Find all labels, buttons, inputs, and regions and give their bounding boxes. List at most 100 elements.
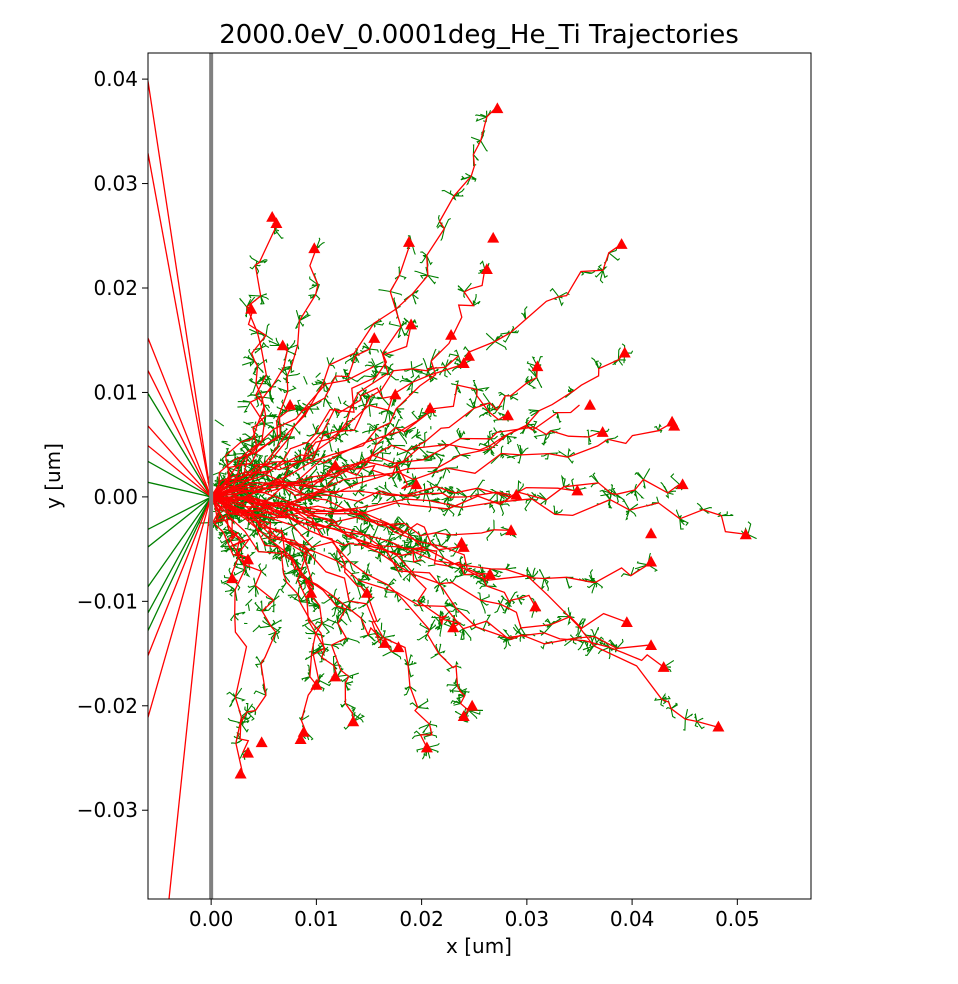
recoil-cascade xyxy=(360,342,379,355)
recoil-branch xyxy=(505,567,517,570)
recoil-branch xyxy=(232,450,236,460)
recoil-branch xyxy=(229,516,241,520)
recoil-branch xyxy=(352,479,358,485)
recoil-branch xyxy=(265,323,270,336)
recoil-branch xyxy=(602,270,608,279)
recoil-branch xyxy=(663,660,675,668)
recoil-branch xyxy=(517,479,522,493)
recoil-branch xyxy=(338,454,348,464)
recoil-branch xyxy=(331,643,344,647)
recoil-branch xyxy=(234,565,245,571)
recoil-branch xyxy=(459,430,466,439)
recoil-branch xyxy=(586,581,597,589)
recoil-branch xyxy=(326,357,330,366)
recoil-branch xyxy=(528,409,540,412)
recoil-branch xyxy=(255,264,261,267)
recoil-branch xyxy=(404,429,414,434)
recoil-cascade xyxy=(490,445,516,464)
recoil-branch xyxy=(345,702,357,709)
recoil-branch xyxy=(402,523,409,534)
recoil-branch xyxy=(364,322,375,331)
recoil-cascade xyxy=(634,468,651,489)
recoil-branch xyxy=(218,461,229,469)
recoil-branch xyxy=(667,492,674,495)
stopped-ion-marker xyxy=(531,360,544,372)
recoil-branch xyxy=(442,486,454,494)
stopped-ion-marker xyxy=(491,102,504,114)
x-tick-label: 0.01 xyxy=(294,907,339,931)
recoil-cascade xyxy=(364,361,386,374)
recoil-branch xyxy=(433,583,441,589)
recoil-cascade xyxy=(233,565,251,578)
recoil-branch xyxy=(393,533,404,541)
recoil-branch xyxy=(254,421,257,425)
stopped-ion-marker xyxy=(462,349,475,361)
recoil-branch xyxy=(629,509,637,517)
recoil-branch xyxy=(520,448,523,456)
recoil-branch xyxy=(490,568,499,577)
recoil-branch xyxy=(415,435,426,443)
recoil-branch xyxy=(243,401,251,413)
recoil-branch xyxy=(437,458,444,468)
recoil-branch xyxy=(323,430,327,437)
recoil-branch xyxy=(299,593,307,603)
recoil-cascade xyxy=(237,399,251,413)
recoil-branch xyxy=(333,501,343,512)
recoil-branch xyxy=(359,451,363,464)
recoil-branch xyxy=(647,564,658,572)
recoil-branch xyxy=(249,255,260,263)
primary-trajectory xyxy=(210,365,375,498)
recoil-branch xyxy=(270,604,276,608)
recoil-branch xyxy=(696,717,704,722)
recoil-branch xyxy=(281,365,292,371)
recoil-branch xyxy=(456,427,461,439)
recoil-branch xyxy=(426,480,437,488)
recoil-branch xyxy=(298,502,308,506)
recoil-branch xyxy=(246,703,253,713)
recoil-branch xyxy=(308,554,311,565)
recoil-branch xyxy=(561,474,565,487)
recoil-branch xyxy=(419,622,431,631)
recoil-branch xyxy=(696,721,705,730)
recoil-branch xyxy=(499,603,505,612)
primary-trajectory xyxy=(210,366,539,498)
recoil-branch xyxy=(428,500,432,513)
recoil-branch xyxy=(378,485,386,490)
recoil-branch xyxy=(607,493,612,507)
recoil-branch xyxy=(423,457,436,461)
recoil-branch xyxy=(525,419,535,428)
recoil-branch xyxy=(479,260,486,270)
y-tick-label: 0.03 xyxy=(93,172,138,196)
recoil-cascade xyxy=(506,443,529,464)
recoil-branch xyxy=(312,485,324,488)
recoil-branch xyxy=(217,532,224,540)
recoil-branch xyxy=(493,427,498,433)
recoil-branch xyxy=(396,592,402,603)
recoil-cascade xyxy=(498,391,506,411)
recoil-branch xyxy=(422,723,430,734)
recoil-branch xyxy=(524,498,533,512)
recoil-cascade xyxy=(280,578,287,594)
recoil-branch xyxy=(452,700,461,705)
recoil-branch xyxy=(357,500,362,504)
recoil-branch xyxy=(302,621,312,627)
recoil-branch xyxy=(256,455,262,467)
recoil-branch xyxy=(679,518,685,523)
recoil-branch xyxy=(390,427,397,440)
recoil-branch xyxy=(454,361,462,366)
recoil-cascade xyxy=(336,557,349,569)
recoil-branch xyxy=(297,344,300,350)
recoil-branch xyxy=(449,190,455,197)
recoil-branch xyxy=(363,396,371,400)
recoil-cascade xyxy=(450,694,462,706)
recoil-branch xyxy=(558,296,564,307)
stopped-ion-marker xyxy=(645,555,658,567)
recoil-branch xyxy=(308,457,313,462)
recoil-branch xyxy=(267,512,280,516)
recoil-branch xyxy=(296,460,303,470)
recoil-branch xyxy=(257,365,264,374)
recoil-branch xyxy=(494,341,507,351)
recoil-branch xyxy=(224,545,232,553)
primary-trajectory xyxy=(211,421,675,502)
sputtered-recoil-trajectory xyxy=(148,393,212,498)
